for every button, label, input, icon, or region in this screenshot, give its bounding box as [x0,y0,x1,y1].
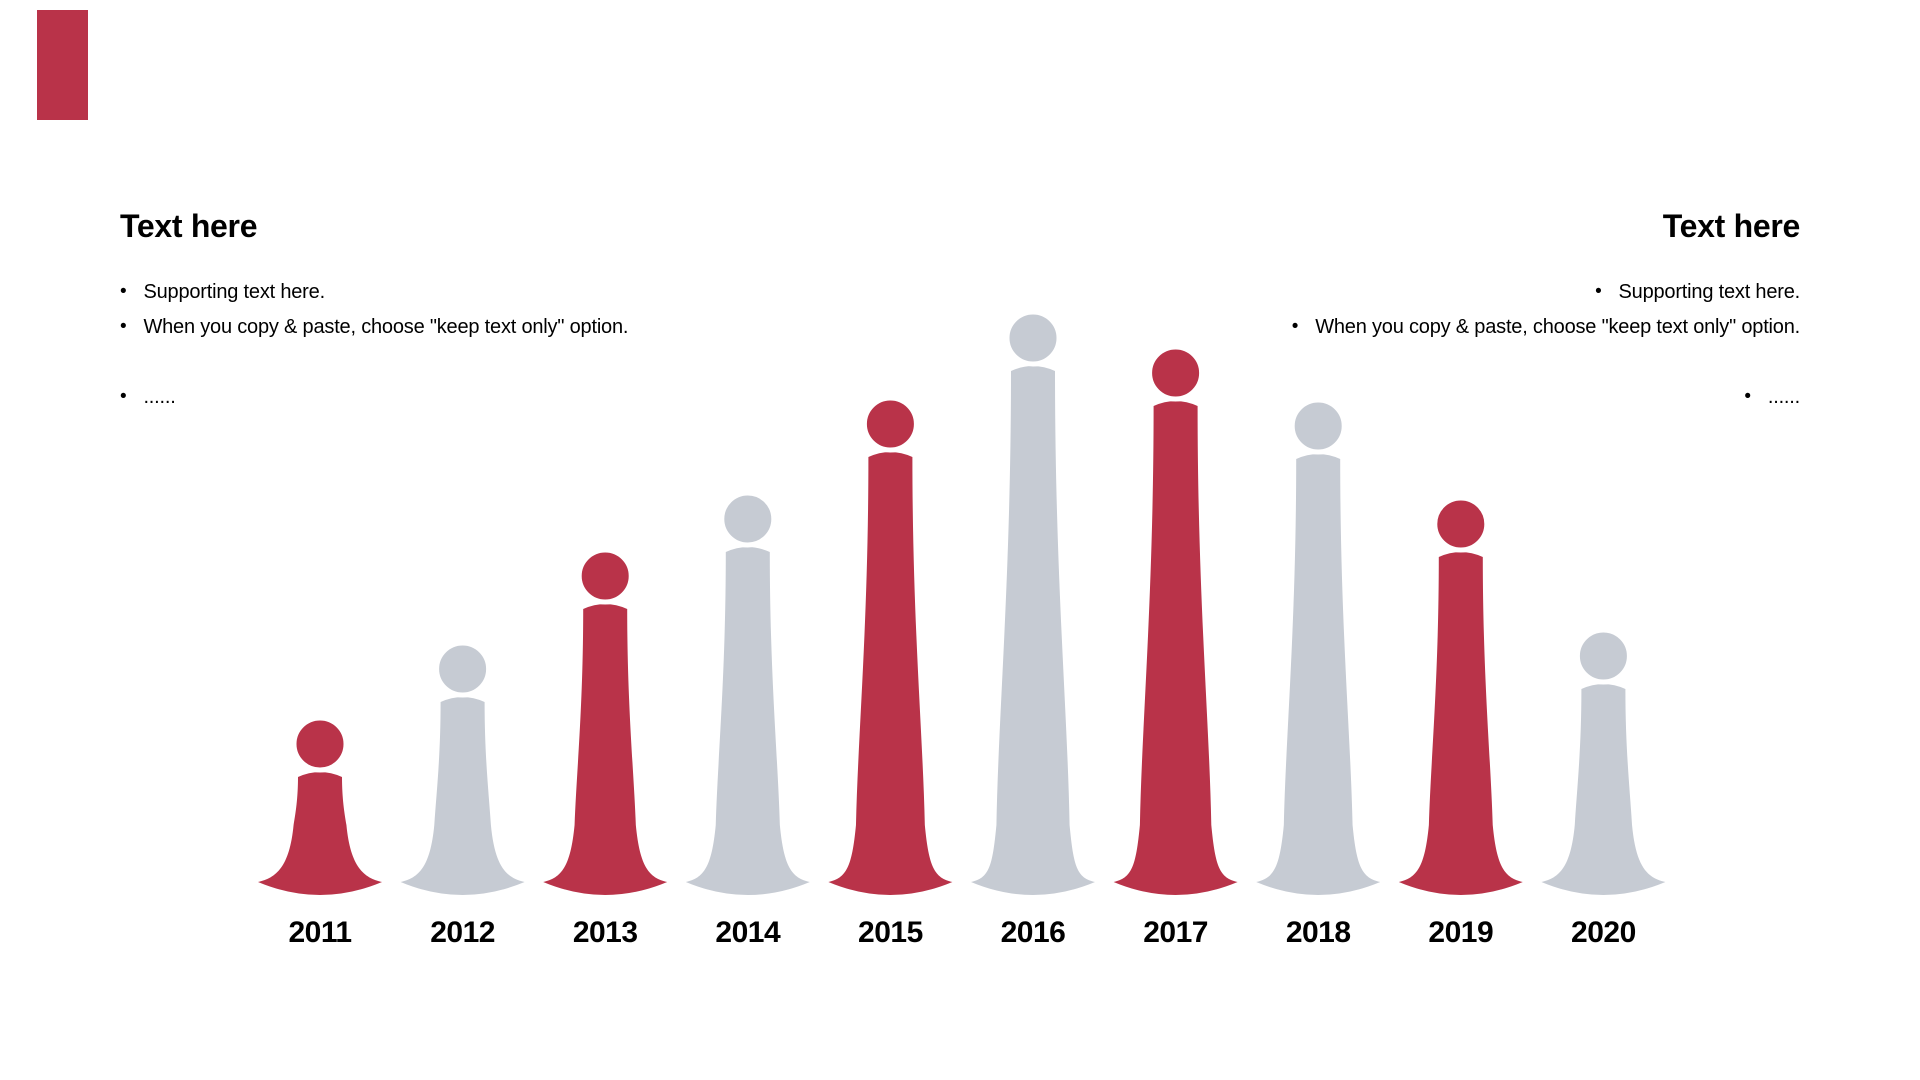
pawn-2016: 2016 [971,309,1095,949]
pawn-2020: 2020 [1541,627,1666,949]
pawn-head [576,547,634,605]
year-label: 2019 [1428,916,1493,949]
pawn-body [543,604,668,895]
pawn-body [1113,401,1238,895]
year-label: 2017 [1143,916,1208,949]
year-label: 2011 [288,916,351,949]
pawn-body [971,366,1095,895]
pawn-head [434,640,492,698]
pawn-head [719,490,777,548]
pawn-head [861,395,919,453]
pawn-head [291,715,349,773]
bullet-text: ...... [1767,386,1800,408]
year-label: 2020 [1571,916,1636,949]
left-panel-title: Text here [120,208,258,244]
pawn-body [685,547,810,895]
right-bullet-list: • Supporting text here. • When you copy … [1292,275,1800,415]
right-text-panel: Text here • Supporting text here. • When… [1292,207,1801,415]
bullet-text: Supporting text here. [1618,281,1801,303]
pawn-body [1541,684,1666,895]
pawn-head [1574,627,1632,685]
pawn-body [1256,454,1381,895]
bullet-item: • When you copy & paste, choose "keep te… [1292,310,1800,345]
pawn-body [258,772,382,895]
bullet-icon: • [120,316,127,337]
year-label: 2012 [430,916,495,949]
pawn-head [1289,397,1347,455]
pawn-2015: 2015 [828,395,953,949]
pawn-2019: 2019 [1398,495,1523,949]
left-text-panel: Text here • Supporting text here. • When… [120,207,628,415]
right-panel-title: Text here [1662,208,1801,244]
pawn-2017: 2017 [1113,344,1238,949]
bullet-icon: • [1744,386,1751,407]
bullet-item: • Supporting text here. [1292,275,1800,310]
pawn-2014: 2014 [685,490,810,949]
corner-accent-bar [37,10,88,120]
pawn-2013: 2013 [543,547,668,949]
bullet-item: • Supporting text here. [120,275,628,310]
pawn-head [1432,495,1490,553]
bullet-item: • ...... [1292,380,1800,415]
pawn-2018: 2018 [1256,397,1381,949]
year-label: 2015 [858,916,923,949]
bullet-icon: • [1291,316,1299,337]
bullet-item: • When you copy & paste, choose "keep te… [120,310,628,345]
pawn-body [828,452,953,895]
bullet-text: ...... [143,386,176,408]
pawn-body [400,697,525,895]
year-label: 2016 [1001,916,1066,949]
pawn-2012: 2012 [400,640,525,949]
bullet-text: When you copy & paste, choose "keep text… [143,316,629,338]
pawn-head [1004,309,1062,367]
left-bullet-list: • Supporting text here. • When you copy … [120,275,628,415]
year-label: 2014 [715,916,781,949]
bullet-text: When you copy & paste, choose "keep text… [1315,316,1800,338]
bullet-icon: • [120,281,127,302]
pawn-head [1147,344,1205,402]
bullet-icon: • [1595,281,1602,302]
pawn-body [1398,552,1523,895]
year-label: 2013 [573,916,638,949]
bullet-text: Supporting text here. [143,281,325,303]
bullet-item: • ...... [120,380,628,415]
pawn-2011: 2011 [258,715,382,949]
bullet-icon: • [120,386,127,407]
year-label: 2018 [1286,916,1351,949]
